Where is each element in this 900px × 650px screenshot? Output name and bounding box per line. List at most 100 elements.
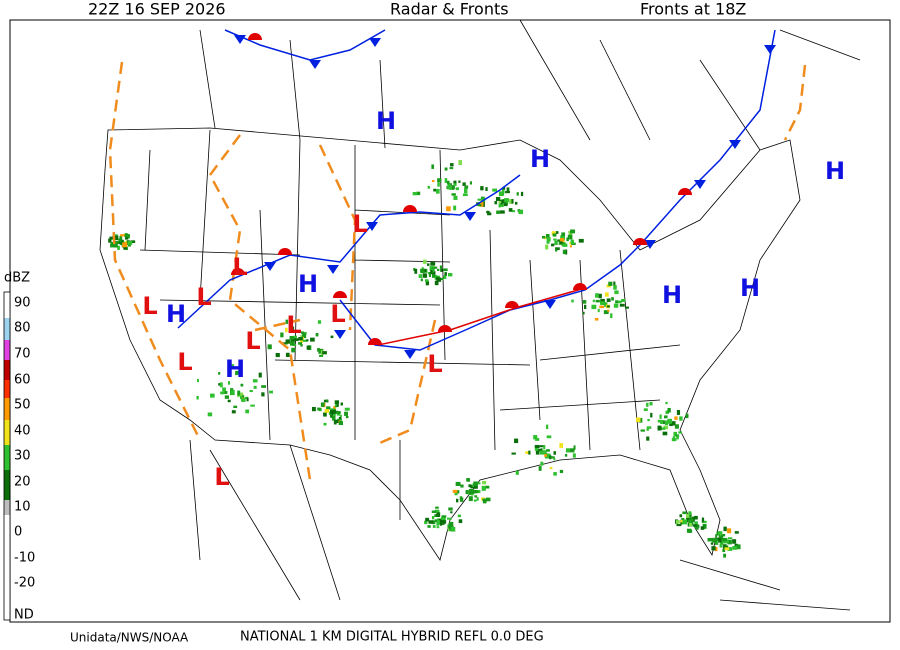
echo [681,517,685,521]
echo [732,539,737,544]
echo [702,523,707,529]
echo [301,331,304,334]
echo [506,187,510,191]
echo [444,178,448,184]
echo [591,304,597,310]
echo [289,341,295,346]
echo [124,233,128,238]
echo [560,238,565,242]
echo [549,466,553,470]
echo [433,188,437,192]
echo [302,339,308,342]
echo [293,335,297,339]
cold-barb [404,350,416,359]
echo [674,432,677,436]
echo [465,490,469,495]
pressure-center: L [214,463,229,491]
colorbar-frame [3,291,11,621]
echo [592,299,595,303]
echo [338,421,344,426]
echo [546,449,550,452]
echo [311,406,316,412]
echo [455,481,461,487]
echo [584,304,587,310]
echo [455,187,460,191]
echo [443,275,447,280]
echo [333,419,337,425]
echo [220,391,225,395]
echo [231,410,236,414]
colorbar-band [4,515,10,620]
echo [676,523,682,527]
echo [518,209,524,215]
echo [638,418,643,423]
echo [436,512,441,517]
echo [473,481,478,487]
echo [227,381,231,385]
warm-bump [633,238,647,245]
echo [649,401,653,406]
cold-barb [694,180,706,189]
echo [449,167,454,170]
echo [553,238,557,241]
cold-barb [264,262,276,271]
echo [498,191,504,197]
echo [473,484,478,489]
echo [117,245,120,250]
echo [439,521,443,526]
echo [424,520,428,525]
echo [431,268,434,273]
echo [710,542,714,545]
cold-barb [644,240,656,249]
echo [482,201,485,207]
echo [300,339,304,343]
echo [482,499,487,504]
echo [680,520,683,523]
echo [546,435,552,439]
echo [665,410,670,414]
echo [646,426,652,429]
echo [427,525,431,528]
colorbar-label: 20 [14,475,31,490]
echo [693,515,698,520]
echo [647,418,650,422]
echo [218,383,221,386]
echo [470,490,474,494]
colorbar-band [4,398,10,420]
echo [485,485,490,489]
echo [237,370,240,375]
colorbar-label: 0 [14,525,22,540]
echo [732,546,737,550]
echo [285,339,290,344]
cold-barb [327,265,339,274]
echo [657,425,662,431]
echo [578,238,584,243]
echo [252,379,258,383]
echo [487,212,492,216]
colorbar-band [4,500,10,515]
echo [441,515,447,518]
echo [552,233,557,237]
echo [113,243,118,248]
echo [456,490,460,494]
echo [437,178,442,183]
map-frame [9,19,891,623]
echo [610,313,613,319]
echo [582,300,587,304]
echo [718,535,724,540]
credit: Unidata/NWS/NOAA [70,631,189,645]
echo [546,424,549,430]
echo [665,401,668,405]
echo [539,450,545,455]
pressure-center: H [225,355,245,383]
us-border [99,127,801,561]
echo [434,519,439,523]
echo [298,336,303,341]
echo [450,526,456,532]
cold-barb [234,35,246,44]
echo [551,243,555,247]
echo [688,523,692,527]
echo [109,236,114,240]
echo [458,160,463,166]
